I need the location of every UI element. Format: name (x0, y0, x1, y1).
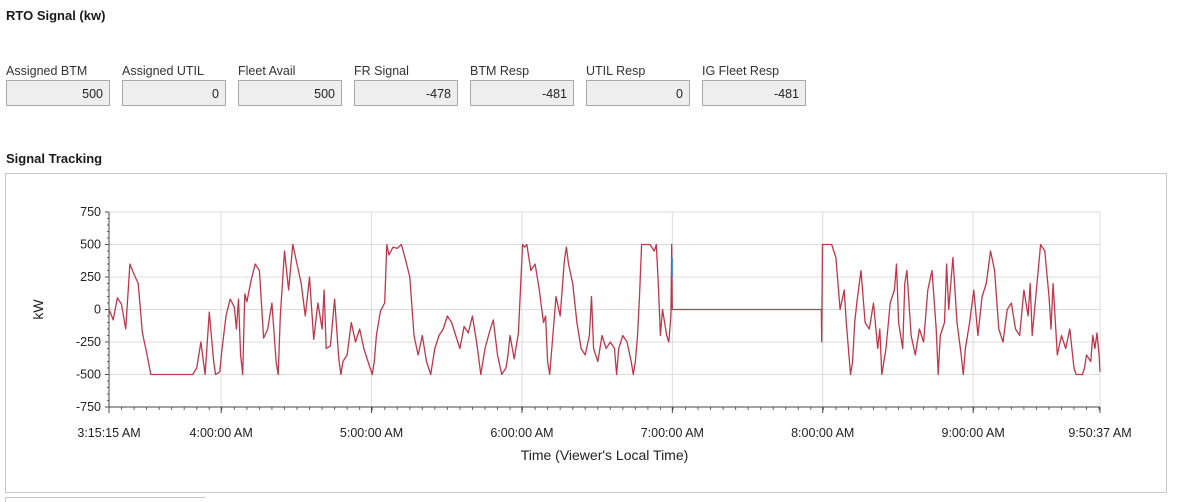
field-value[interactable]: -481 (702, 80, 806, 106)
y-tick-label: 500 (80, 238, 101, 252)
signal-tracking-chart: -750 -500 -250 0 250 500 750 3:15:15 AM 4:00:00 … (5, 173, 1167, 493)
x-axis-title: Time (Viewer's Local Time) (521, 447, 689, 463)
chart-canvas: -750 -500 -250 0 250 500 750 3:15:15 AM 4:00:00 … (30, 205, 1132, 463)
page-title: RTO Signal (kw) (6, 8, 106, 23)
field-label: IG Fleet Resp (702, 64, 780, 78)
fr-signal-field: FR Signal -478 (354, 62, 460, 106)
field-label: Fleet Avail (238, 64, 296, 78)
field-value[interactable]: -481 (470, 80, 574, 106)
field-label: BTM Resp (470, 64, 530, 78)
y-tick-label: 250 (80, 270, 101, 284)
signal-tracking-title: Signal Tracking (6, 151, 103, 166)
x-tick-label: 9:00:00 AM (942, 426, 1005, 440)
y-tick-label: -750 (76, 400, 101, 414)
y-tick-label: 750 (80, 205, 101, 219)
y-tick-label: -250 (76, 335, 101, 349)
field-value[interactable]: 500 (6, 80, 110, 106)
y-axis-title: kW (30, 299, 46, 320)
field-label: UTIL Resp (586, 64, 646, 78)
x-tick-label: 7:00:00 AM (641, 426, 704, 440)
bottom-panel-edge (5, 497, 205, 502)
field-label: Assigned UTIL (122, 64, 204, 78)
x-tick-label: 9:50:37 AM (1068, 426, 1131, 440)
ig-fleet-resp-field: IG Fleet Resp -481 (702, 62, 808, 106)
field-label: FR Signal (354, 64, 409, 78)
field-value[interactable]: -478 (354, 80, 458, 106)
x-tick-label: 5:00:00 AM (340, 426, 403, 440)
assigned-util-field: Assigned UTIL 0 (122, 62, 228, 106)
signal-series-line (108, 243, 1101, 376)
x-tick-label: 8:00:00 AM (791, 426, 854, 440)
assigned-btm-field: Assigned BTM 500 (6, 62, 112, 106)
field-value[interactable]: 500 (238, 80, 342, 106)
btm-resp-field: BTM Resp -481 (470, 62, 576, 106)
x-tick-label: 4:00:00 AM (190, 426, 253, 440)
y-tick-label: 0 (94, 303, 101, 317)
fleet-avail-field: Fleet Avail 500 (238, 62, 344, 106)
field-label: Assigned BTM (6, 64, 88, 78)
x-tick-label: 6:00:00 AM (490, 426, 553, 440)
y-tick-label: -500 (76, 368, 101, 382)
util-resp-field: UTIL Resp 0 (586, 62, 692, 106)
field-value[interactable]: 0 (122, 80, 226, 106)
x-tick-label: 3:15:15 AM (77, 426, 140, 440)
field-value[interactable]: 0 (586, 80, 690, 106)
